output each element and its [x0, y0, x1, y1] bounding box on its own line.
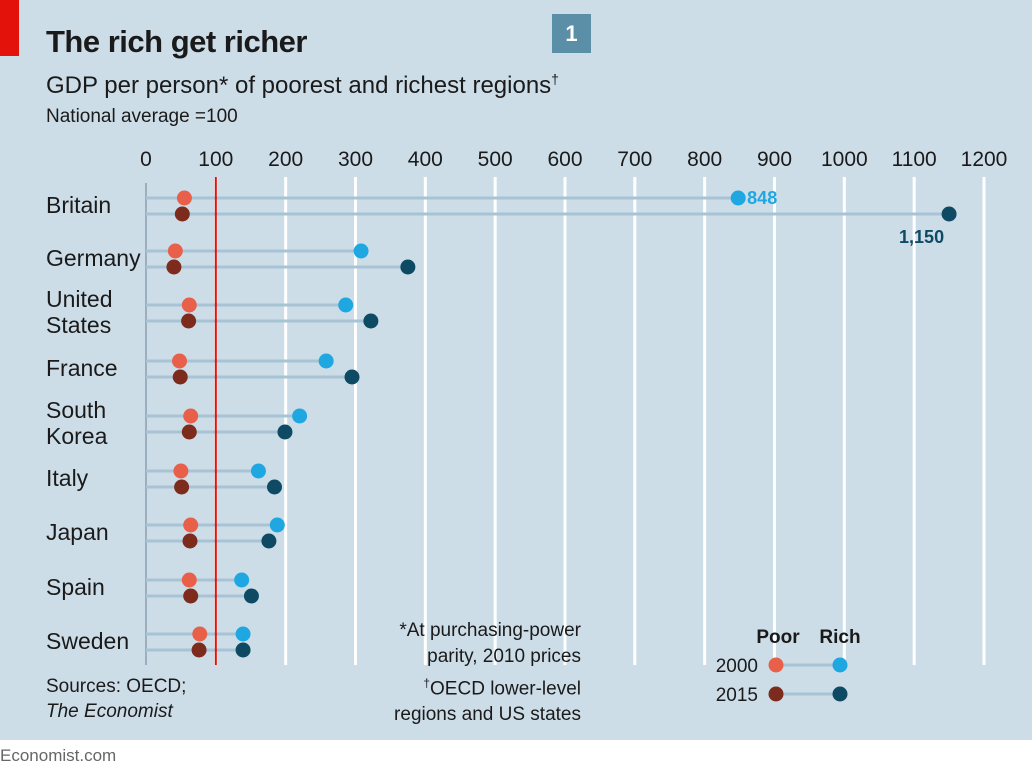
chart-number-badge: 1: [552, 14, 591, 53]
category-label-line: States: [46, 312, 112, 338]
dot-rich-2000-japan: [269, 517, 285, 533]
x-tick-label-1200: 1200: [961, 148, 1008, 171]
unit-note: National average =100: [46, 106, 238, 127]
dot-rich-2000-germany: [353, 243, 369, 259]
dot-range-plot: 0 100 200 300 400 500 600 700 800 900 1000 1100 1200…: [140, 148, 1008, 665]
dot-poor-2015-spain: [183, 588, 199, 604]
data-label-britain-2000-rich: 848: [747, 188, 777, 208]
chart-subtitle: GDP per person* of poorest and richest r…: [46, 71, 559, 100]
sources-line-1: Sources: OECD;: [46, 676, 187, 697]
x-tick-label-600: 600: [547, 148, 582, 171]
x-tick-label-700: 700: [617, 148, 652, 171]
category-label-line: United: [46, 286, 113, 312]
dot-poor-2015-south-korea: [181, 424, 197, 440]
dot-poor-2015-united-states: [181, 313, 197, 329]
category-label-line: Germany: [46, 245, 141, 271]
dot-poor-2000-united-states: [181, 297, 197, 313]
dot-poor-2000-south-korea: [183, 408, 199, 424]
dot-poor-2000-britain: [176, 190, 192, 206]
dot-rich-2015-spain: [243, 588, 259, 604]
dot-rich-2000-united-states: [338, 297, 354, 313]
dot-rich-2000-italy: [250, 463, 266, 479]
chart-title: The rich get richer: [46, 24, 307, 59]
category-label-line: Sweden: [46, 628, 130, 654]
category-label-line: France: [46, 355, 118, 381]
dot-poor-2015-germany: [166, 259, 182, 275]
dot-rich-2000-sweden: [235, 626, 251, 642]
footnote-line-3: †OECD lower-level: [340, 670, 581, 702]
dot-rich-2015-sweden: [235, 642, 251, 658]
dot-poor-2000-germany: [167, 243, 183, 259]
category-label-line: Korea: [46, 423, 108, 449]
dot-poor-2000-france: [172, 353, 188, 369]
category-label-line: South: [46, 397, 107, 423]
subtitle-text: GDP per person* of poorest and richest r…: [46, 72, 552, 99]
category-label-sweden: Sweden: [46, 628, 129, 654]
x-tick-label-1000: 1000: [821, 148, 868, 171]
category-label-line: Italy: [46, 465, 89, 491]
x-tick-label-800: 800: [687, 148, 722, 171]
x-tick-label-200: 200: [268, 148, 303, 171]
dot-poor-2015-japan: [182, 533, 198, 549]
footnote-line-2: parity, 2010 prices: [427, 646, 581, 667]
site-footer: Economist.com: [0, 746, 117, 765]
x-tick-label-400: 400: [408, 148, 443, 171]
chart-canvas: The rich get richer GDP per person* of p…: [0, 0, 1032, 740]
category-label-south-korea: South Korea: [46, 397, 107, 449]
x-tick-label-500: 500: [478, 148, 513, 171]
dot-rich-2015-britain: [941, 206, 957, 222]
x-tick-label-900: 900: [757, 148, 792, 171]
dot-poor-2000-spain: [181, 572, 197, 588]
dot-rich-2015-france: [344, 369, 360, 385]
category-label-britain: Britain: [46, 192, 111, 218]
footnote-dagger: †: [423, 676, 431, 690]
dot-poor-2000-italy: [173, 463, 189, 479]
data-label-britain-2015-rich: 1,150: [899, 227, 944, 247]
category-label-line: Spain: [46, 574, 105, 600]
dot-rich-2000-spain: [234, 572, 250, 588]
brand-red-bar: [0, 0, 19, 56]
dot-rich-2000-france: [318, 353, 334, 369]
footnote-line-3-text: OECD lower-level: [430, 678, 581, 700]
x-tick-label-100: 100: [198, 148, 233, 171]
dot-poor-2015-italy: [174, 479, 190, 495]
x-tick-label-300: 300: [338, 148, 373, 171]
category-label-germany: Germany: [46, 245, 141, 271]
dot-rich-2000-south-korea: [292, 408, 308, 424]
dot-poor-2000-sweden: [192, 626, 208, 642]
category-label-line: Japan: [46, 519, 109, 545]
dot-rich-2015-united-states: [363, 313, 379, 329]
footnote-line-1: *At purchasing-power: [399, 620, 581, 641]
dot-rich-2015-south-korea: [277, 424, 293, 440]
dot-poor-2000-japan: [183, 517, 199, 533]
category-label-france: France: [46, 355, 118, 381]
dot-poor-2015-sweden: [191, 642, 207, 658]
footnote: *At purchasing-power parity, 2010 prices…: [340, 618, 581, 728]
sources-line-2: The Economist: [46, 701, 173, 722]
x-tick-label-1100: 1100: [892, 148, 937, 171]
subtitle-dagger: †: [551, 71, 559, 87]
x-tick-label-0: 0: [140, 148, 152, 171]
category-label-spain: Spain: [46, 574, 105, 600]
dot-poor-2015-france: [172, 369, 188, 385]
dot-rich-2000-britain: [730, 190, 746, 206]
sources-note: Sources: OECD; The Economist: [46, 674, 186, 724]
category-label-italy: Italy: [46, 465, 88, 491]
dot-rich-2015-germany: [400, 259, 416, 275]
category-label-line: Britain: [46, 192, 112, 218]
dot-rich-2015-japan: [261, 533, 277, 549]
category-label-japan: Japan: [46, 519, 109, 545]
footnote-line-4: regions and US states: [394, 704, 581, 726]
dot-poor-2015-britain: [174, 206, 190, 222]
dot-rich-2015-italy: [266, 479, 282, 495]
category-label-united-states: United States: [46, 286, 112, 338]
